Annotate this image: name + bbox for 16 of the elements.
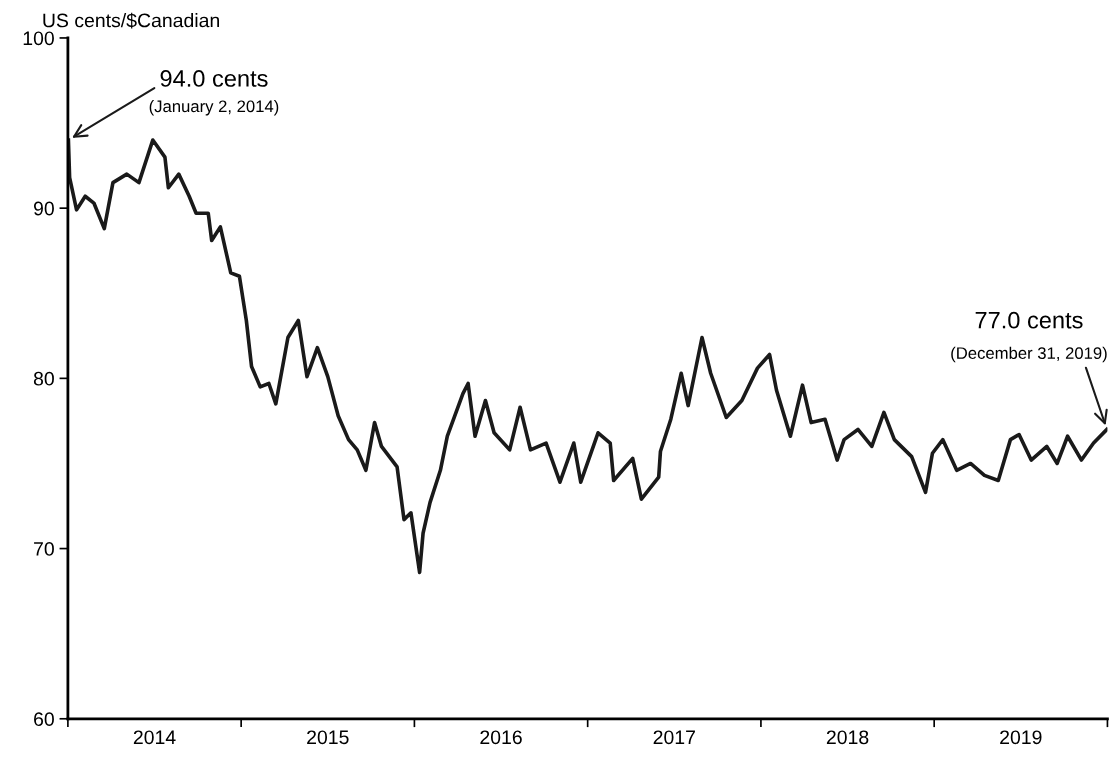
y-tick-label: 80 — [33, 371, 54, 386]
x-tick-label: 2016 — [480, 730, 522, 745]
y-axis-title: US cents/$Canadian — [43, 12, 219, 29]
annotation: 77.0 cents — [975, 311, 1083, 329]
annotation: (January 2, 2014) — [149, 99, 279, 116]
x-tick-label: 2017 — [653, 730, 695, 745]
annotation: 94.0 cents — [160, 70, 268, 87]
x-tick-label: 2018 — [826, 730, 869, 745]
annotation: (December 31, 2019) — [951, 346, 1107, 363]
y-tick-label: 90 — [33, 201, 54, 216]
y-tick-label: 70 — [34, 542, 54, 556]
x-tick-label: 2019 — [1000, 730, 1042, 745]
y-tick-label: 60 — [34, 712, 54, 727]
y-tick-label: 100 — [23, 31, 54, 46]
x-tick-label: 2014 — [133, 730, 176, 745]
x-tick-label: 2015 — [307, 730, 349, 745]
